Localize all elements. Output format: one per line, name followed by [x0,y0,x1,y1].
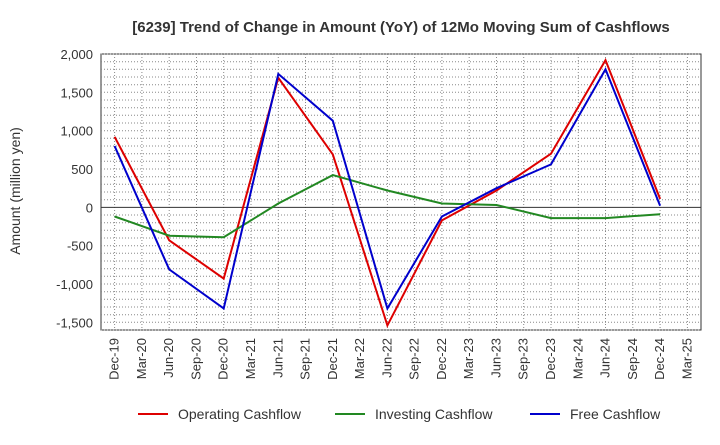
y-tick-label: -1,000 [56,277,93,292]
x-tick-label: Dec-24 [652,338,667,380]
series-lines [113,57,662,328]
axes: -1,500 -1,000 -500 0 500 1,000 1,500 2,000 Dec-1… [56,47,694,380]
x-tick-label: Jun-24 [598,338,613,378]
x-tick-label: Dec-19 [107,338,122,380]
y-tick-label: 2,000 [60,47,93,62]
x-tick-label: Jun-22 [379,338,394,378]
x-tick-label: Dec-23 [543,338,558,380]
investing-cashflow-line [114,174,661,239]
x-tick-label: Sep-22 [407,338,422,380]
y-tick-label: 0 [86,200,93,215]
y-tick-label: 1,000 [60,124,93,139]
x-tick-label: Mar-22 [352,338,367,379]
x-tick-label: Sep-23 [516,338,531,380]
x-tick-label: Dec-22 [434,338,449,380]
grid [100,53,702,331]
operating-cashflow-line [113,57,662,328]
y-axis-label: Amount (million yen) [7,127,23,255]
x-tick-label: Jun-20 [161,338,176,378]
x-tick-label: Mar-23 [461,338,476,379]
x-tick-label: Mar-20 [134,338,149,379]
legend-label-free-cashflow: Free Cashflow [570,406,661,422]
y-tick-label: -500 [67,239,93,254]
x-tick-label: Mar-24 [570,338,585,379]
x-tick-label: Dec-21 [325,338,340,380]
x-tick-label: Jun-21 [270,338,285,378]
x-tick-label: Sep-20 [188,338,203,380]
legend: Operating Cashflow Investing Cashflow Free… [138,406,661,422]
y-tick-label: 500 [71,162,93,177]
free-cashflow-line [113,67,662,311]
chart-title: [6239] Trend of Change in Amount (YoY) o… [132,19,670,36]
x-tick-label: Mar-25 [679,338,694,379]
x-tick-label: Jun-23 [488,338,503,378]
x-tick-label: Dec-20 [216,338,231,380]
x-tick-label: Sep-21 [298,338,313,380]
legend-label-investing-cashflow: Investing Cashflow [375,406,493,422]
y-tick-label: 1,500 [60,85,93,100]
x-tick-label: Mar-21 [243,338,258,379]
y-tick-label: -1,500 [56,315,93,330]
legend-label-operating-cashflow: Operating Cashflow [178,406,302,422]
x-tick-label: Sep-24 [625,338,640,380]
